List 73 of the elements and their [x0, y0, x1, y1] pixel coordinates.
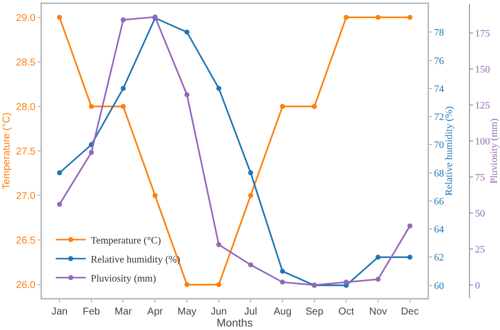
- y2-tick-label: 70: [434, 140, 444, 152]
- point: [407, 254, 412, 260]
- x-tick-label: Feb: [82, 306, 100, 318]
- point: [57, 170, 62, 176]
- y2-tick-label: 76: [434, 56, 444, 67]
- y-tick-label: 27.0: [16, 191, 36, 202]
- point: [184, 30, 190, 35]
- point: [216, 86, 222, 91]
- point: [216, 282, 222, 288]
- y3-tick-label: 150: [475, 64, 490, 76]
- x-tick-label: Oct: [338, 306, 354, 318]
- y2-tick-label: 62: [434, 252, 444, 264]
- point: [184, 92, 190, 98]
- x-tick-label: Mar: [114, 306, 133, 318]
- y3-tick-label: 0: [475, 280, 480, 292]
- y3-tick-label: 75: [475, 172, 486, 184]
- y-tick-label: 27.5: [16, 146, 36, 158]
- y2-tick-label: 78: [434, 28, 444, 39]
- point: [184, 282, 190, 288]
- point: [88, 150, 94, 155]
- point: [57, 14, 62, 20]
- x-tick-label: Apr: [147, 306, 164, 318]
- x-tick-label: May: [177, 306, 196, 318]
- y2-tick-label: 64: [434, 224, 444, 236]
- legend-label: Temperature (°C): [90, 236, 161, 247]
- x-tick-label: Jul: [244, 306, 258, 318]
- y2-tick-label: 68: [434, 168, 444, 180]
- y2-tick-label: 60: [434, 280, 444, 292]
- point: [120, 17, 126, 22]
- y3-tick-label: 125: [475, 100, 490, 112]
- point: [120, 104, 126, 109]
- y2-tick-label: 66: [434, 196, 444, 208]
- y2-axis-title: Relative humidity (%): [444, 106, 456, 196]
- y3-tick-label: 175: [475, 28, 490, 40]
- y3-tick-label: 50: [475, 208, 486, 220]
- point: [88, 104, 94, 109]
- point: [344, 280, 349, 285]
- y-tick-label: 28.5: [16, 57, 36, 68]
- point: [248, 170, 254, 176]
- y-tick-label: 28.0: [16, 102, 36, 113]
- point: [407, 14, 412, 20]
- x-tick-label: Jun: [210, 306, 227, 318]
- y2-tick-label: 74: [434, 84, 444, 95]
- point: [152, 193, 158, 198]
- x-tick-label: Jan: [51, 306, 68, 318]
- point: [376, 14, 381, 20]
- x-axis-title: Months: [216, 318, 254, 330]
- y-axis-title: Temperature (°C): [1, 112, 12, 190]
- point: [312, 104, 317, 109]
- point: [248, 262, 254, 268]
- point: [280, 268, 285, 274]
- y3-tick-label: 100: [475, 136, 490, 148]
- y-tick-label: 26.0: [16, 280, 36, 292]
- point: [120, 86, 126, 91]
- legend-label: Pluviosity (mm): [90, 274, 156, 285]
- x-tick-label: Nov: [369, 306, 387, 318]
- point: [407, 223, 412, 228]
- y3-axis-title: Pluviosity (mm): [489, 118, 500, 184]
- point: [280, 104, 285, 109]
- point: [344, 14, 349, 20]
- point: [376, 254, 381, 260]
- point: [376, 276, 381, 282]
- point: [57, 202, 62, 207]
- y3-tick-label: 25: [475, 244, 486, 256]
- point: [248, 193, 254, 198]
- point: [216, 242, 222, 248]
- x-tick-label: Aug: [274, 306, 292, 318]
- y-tick-label: 29.0: [16, 12, 36, 24]
- point: [280, 280, 285, 285]
- y-tick-label: 26.5: [16, 236, 36, 247]
- x-tick-label: Dec: [401, 306, 419, 318]
- x-tick-label: Sep: [305, 306, 324, 318]
- y2-tick-label: 72: [434, 112, 444, 124]
